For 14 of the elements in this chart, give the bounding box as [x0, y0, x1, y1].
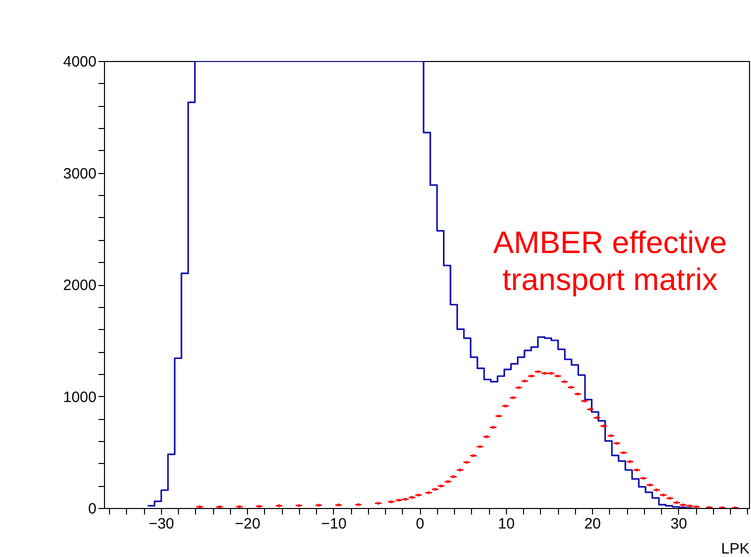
y-tick-label: 3000: [63, 165, 96, 182]
x-tick-label: −30: [148, 516, 174, 532]
x-tick-label: −20: [234, 516, 260, 532]
y-tick-label: 4000: [63, 54, 96, 70]
x-tick-label: −10: [321, 516, 347, 532]
x-tick-label: 10: [498, 516, 515, 532]
x-tick-label: 0: [416, 516, 424, 532]
x-tick-label: 20: [584, 516, 601, 532]
y-tick-label: 1000: [63, 388, 96, 406]
y-tick-label: 0: [88, 500, 96, 518]
annotation: AMBER effective transport matrix: [493, 225, 727, 297]
x-tick-label: 30: [670, 516, 688, 532]
x-axis-title: LPK: [721, 540, 750, 557]
y-tick-label: 2000: [63, 277, 96, 294]
